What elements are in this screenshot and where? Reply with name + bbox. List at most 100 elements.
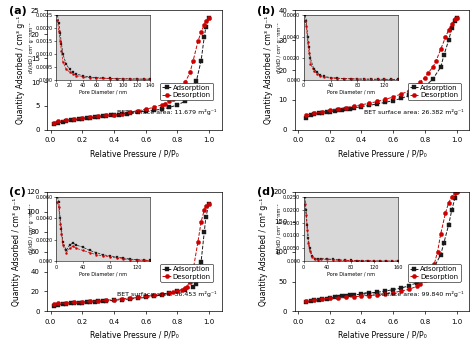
Desorption xyxy=(311,298,317,302)
Line: Adsorption: Adsorption xyxy=(304,16,459,120)
Desorption xyxy=(55,301,61,306)
Desorption xyxy=(135,295,141,300)
Desorption xyxy=(443,35,448,39)
Adsorption xyxy=(335,108,341,112)
Adsorption xyxy=(111,298,117,302)
Desorption xyxy=(449,22,455,26)
Adsorption xyxy=(422,275,428,280)
Adsorption xyxy=(383,100,388,104)
Desorption xyxy=(111,112,117,117)
Adsorption xyxy=(182,99,188,103)
Desorption xyxy=(319,297,325,301)
Adsorption xyxy=(103,299,109,303)
Text: BET surface area: 99.840 m²g⁻¹: BET surface area: 99.840 m²g⁻¹ xyxy=(365,291,464,297)
Desorption xyxy=(179,288,185,292)
Desorption xyxy=(174,92,180,96)
Adsorption xyxy=(166,105,172,109)
Desorption xyxy=(431,262,437,266)
Desorption xyxy=(203,204,209,208)
Adsorption xyxy=(119,112,125,116)
Legend: Adsorption, Desorption: Adsorption, Desorption xyxy=(408,264,461,282)
Adsorption xyxy=(449,26,455,30)
Desorption xyxy=(51,302,56,307)
Adsorption xyxy=(449,208,455,212)
Desorption xyxy=(359,103,365,107)
Desorption xyxy=(430,65,436,69)
Adsorption xyxy=(55,121,61,125)
Adsorption xyxy=(68,118,74,122)
Line: Adsorption: Adsorption xyxy=(52,202,211,308)
Desorption xyxy=(64,301,69,305)
Desorption xyxy=(452,191,458,195)
Y-axis label: Quantity Adsorbed / cm³ g⁻¹: Quantity Adsorbed / cm³ g⁻¹ xyxy=(264,16,273,124)
Adsorption xyxy=(143,295,148,300)
Adsorption xyxy=(198,58,204,63)
Desorption xyxy=(111,298,117,302)
Desorption xyxy=(201,208,207,212)
Adsorption xyxy=(359,292,365,296)
Adsorption xyxy=(303,116,309,120)
Desorption xyxy=(343,295,348,299)
Adsorption xyxy=(316,111,321,116)
Adsorption xyxy=(116,112,121,117)
Adsorption xyxy=(316,298,321,302)
Adsorption xyxy=(311,112,317,116)
Adsorption xyxy=(206,202,212,206)
Adsorption xyxy=(87,300,93,304)
Adsorption xyxy=(203,25,209,29)
Adsorption xyxy=(398,97,404,101)
Desorption xyxy=(87,115,93,119)
Desorption xyxy=(422,75,428,80)
Desorption xyxy=(351,295,356,299)
Line: Adsorption: Adsorption xyxy=(52,16,211,126)
Adsorption xyxy=(454,16,459,20)
Adsorption xyxy=(92,115,98,119)
Adsorption xyxy=(84,116,90,120)
Desorption xyxy=(127,110,133,114)
Desorption xyxy=(182,80,188,84)
Desorption xyxy=(433,59,439,63)
Desorption xyxy=(191,267,196,272)
Adsorption xyxy=(351,293,356,297)
Desorption xyxy=(366,293,372,298)
Text: (a): (a) xyxy=(9,6,27,16)
Adsorption xyxy=(391,99,396,103)
Adsorption xyxy=(311,298,317,302)
Desorption xyxy=(351,104,356,108)
Line: Desorption: Desorption xyxy=(304,190,459,303)
Adsorption xyxy=(430,267,436,272)
Adsorption xyxy=(151,108,156,112)
Adsorption xyxy=(406,284,412,288)
Desorption xyxy=(191,58,196,63)
Adsorption xyxy=(374,290,380,294)
Adsorption xyxy=(335,295,341,299)
Adsorption xyxy=(100,115,106,119)
Adsorption xyxy=(80,117,85,121)
Adsorption xyxy=(95,299,101,303)
Adsorption xyxy=(108,113,114,118)
Adsorption xyxy=(343,107,348,111)
Line: Desorption: Desorption xyxy=(52,202,211,307)
Adsorption xyxy=(438,253,444,257)
Adsorption xyxy=(441,240,447,245)
Adsorption xyxy=(174,103,180,107)
Desorption xyxy=(159,103,164,107)
Desorption xyxy=(195,240,201,244)
Adsorption xyxy=(438,65,444,69)
Desorption xyxy=(427,273,432,277)
Desorption xyxy=(406,89,412,93)
Desorption xyxy=(422,278,428,282)
Desorption xyxy=(311,111,317,116)
Desorption xyxy=(127,296,133,300)
Adsorption xyxy=(374,102,380,106)
Adsorption xyxy=(441,53,447,57)
X-axis label: Relative Pressure / P/P₀: Relative Pressure / P/P₀ xyxy=(337,149,427,158)
Adsorption xyxy=(135,110,141,114)
Adsorption xyxy=(332,295,337,299)
Adsorption xyxy=(332,109,337,113)
Adsorption xyxy=(308,299,314,303)
Adsorption xyxy=(84,300,90,304)
Adsorption xyxy=(174,289,180,293)
Text: (d): (d) xyxy=(256,187,275,197)
Desorption xyxy=(103,298,109,302)
